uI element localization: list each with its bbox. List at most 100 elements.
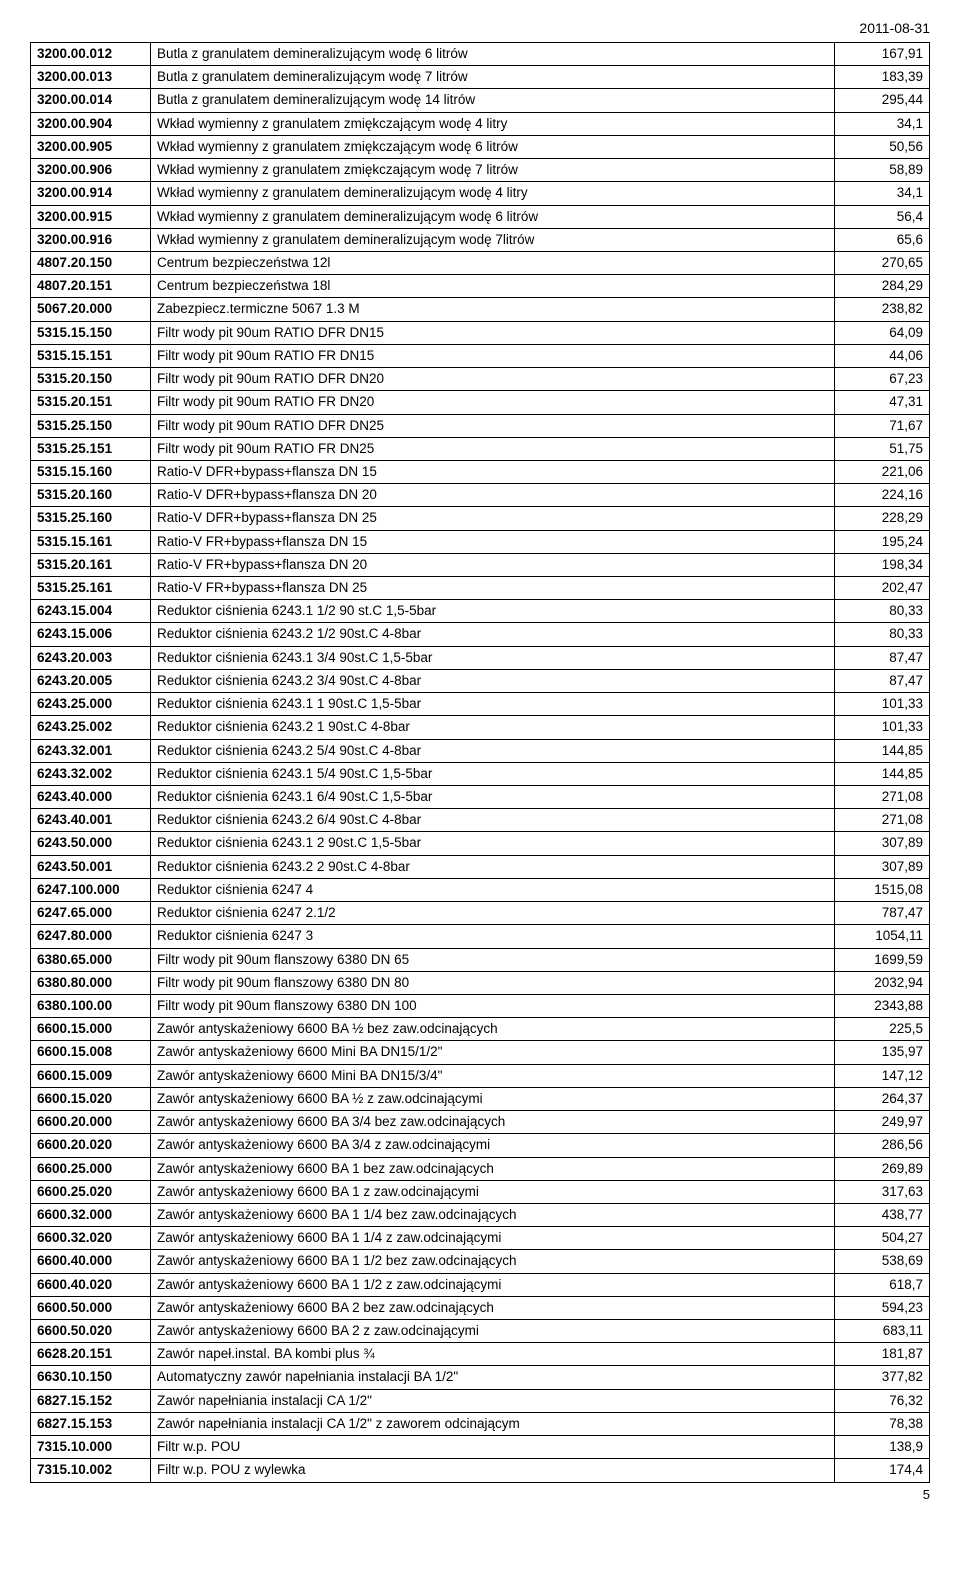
- table-row: 6600.40.000Zawór antyskażeniowy 6600 BA …: [31, 1250, 930, 1273]
- table-row: 6247.80.000Reduktor ciśnienia 6247 31054…: [31, 925, 930, 948]
- code-cell: 6243.40.001: [31, 809, 151, 832]
- table-row: 6247.65.000Reduktor ciśnienia 6247 2.1/2…: [31, 902, 930, 925]
- table-row: 6600.15.000Zawór antyskażeniowy 6600 BA …: [31, 1018, 930, 1041]
- code-cell: 5315.25.150: [31, 414, 151, 437]
- table-row: 5315.20.150Filtr wody pit 90um RATIO DFR…: [31, 368, 930, 391]
- desc-cell: Reduktor ciśnienia 6243.2 5/4 90st.C 4-8…: [151, 739, 835, 762]
- code-cell: 3200.00.014: [31, 89, 151, 112]
- desc-cell: Wkład wymienny z granulatem demineralizu…: [151, 205, 835, 228]
- code-cell: 6243.50.001: [31, 855, 151, 878]
- value-cell: 683,11: [835, 1320, 930, 1343]
- value-cell: 224,16: [835, 484, 930, 507]
- code-cell: 5067.20.000: [31, 298, 151, 321]
- table-row: 5315.25.151Filtr wody pit 90um RATIO FR …: [31, 437, 930, 460]
- value-cell: 284,29: [835, 275, 930, 298]
- desc-cell: Zawór antyskażeniowy 6600 BA 1 bez zaw.o…: [151, 1157, 835, 1180]
- value-cell: 147,12: [835, 1064, 930, 1087]
- code-cell: 6600.25.020: [31, 1180, 151, 1203]
- table-row: 5315.25.160Ratio-V DFR+bypass+flansza DN…: [31, 507, 930, 530]
- code-cell: 5315.20.150: [31, 368, 151, 391]
- desc-cell: Centrum bezpieczeństwa 18l: [151, 275, 835, 298]
- code-cell: 6243.20.003: [31, 646, 151, 669]
- code-cell: 5315.25.151: [31, 437, 151, 460]
- value-cell: 80,33: [835, 623, 930, 646]
- code-cell: 5315.20.161: [31, 553, 151, 576]
- table-row: 4807.20.151Centrum bezpieczeństwa 18l284…: [31, 275, 930, 298]
- code-cell: 5315.15.151: [31, 344, 151, 367]
- table-row: 6600.32.000Zawór antyskażeniowy 6600 BA …: [31, 1203, 930, 1226]
- desc-cell: Reduktor ciśnienia 6243.1 1 90st.C 1,5-5…: [151, 693, 835, 716]
- code-cell: 6600.32.000: [31, 1203, 151, 1226]
- code-cell: 6243.15.004: [31, 600, 151, 623]
- table-row: 5315.25.161Ratio-V FR+bypass+flansza DN …: [31, 577, 930, 600]
- desc-cell: Wkład wymienny z granulatem demineralizu…: [151, 228, 835, 251]
- code-cell: 3200.00.013: [31, 66, 151, 89]
- desc-cell: Reduktor ciśnienia 6243.2 1/2 90st.C 4-8…: [151, 623, 835, 646]
- code-cell: 3200.00.906: [31, 159, 151, 182]
- code-cell: 6600.50.000: [31, 1296, 151, 1319]
- table-row: 5315.25.150Filtr wody pit 90um RATIO DFR…: [31, 414, 930, 437]
- desc-cell: Reduktor ciśnienia 6243.1 6/4 90st.C 1,5…: [151, 786, 835, 809]
- table-row: 6243.15.006Reduktor ciśnienia 6243.2 1/2…: [31, 623, 930, 646]
- desc-cell: Zawór antyskażeniowy 6600 BA ½ bez zaw.o…: [151, 1018, 835, 1041]
- desc-cell: Reduktor ciśnienia 6243.2 6/4 90st.C 4-8…: [151, 809, 835, 832]
- code-cell: 5315.15.150: [31, 321, 151, 344]
- code-cell: 6600.50.020: [31, 1320, 151, 1343]
- code-cell: 6247.80.000: [31, 925, 151, 948]
- value-cell: 34,1: [835, 182, 930, 205]
- table-row: 6628.20.151Zawór napeł.instal. BA kombi …: [31, 1343, 930, 1366]
- value-cell: 101,33: [835, 693, 930, 716]
- desc-cell: Zawór antyskażeniowy 6600 Mini BA DN15/3…: [151, 1064, 835, 1087]
- page-number: 5: [30, 1487, 930, 1502]
- desc-cell: Reduktor ciśnienia 6247 2.1/2: [151, 902, 835, 925]
- value-cell: 101,33: [835, 716, 930, 739]
- desc-cell: Filtr w.p. POU: [151, 1436, 835, 1459]
- desc-cell: Reduktor ciśnienia 6247 4: [151, 878, 835, 901]
- desc-cell: Zawór antyskażeniowy 6600 BA 3/4 z zaw.o…: [151, 1134, 835, 1157]
- table-row: 6243.50.000Reduktor ciśnienia 6243.1 2 9…: [31, 832, 930, 855]
- code-cell: 3200.00.916: [31, 228, 151, 251]
- code-cell: 6380.80.000: [31, 971, 151, 994]
- code-cell: 6827.15.153: [31, 1412, 151, 1435]
- value-cell: 271,08: [835, 809, 930, 832]
- value-cell: 307,89: [835, 832, 930, 855]
- desc-cell: Ratio-V DFR+bypass+flansza DN 20: [151, 484, 835, 507]
- value-cell: 65,6: [835, 228, 930, 251]
- value-cell: 87,47: [835, 669, 930, 692]
- desc-cell: Automatyczny zawór napełniania instalacj…: [151, 1366, 835, 1389]
- code-cell: 6247.65.000: [31, 902, 151, 925]
- table-row: 6243.32.001Reduktor ciśnienia 6243.2 5/4…: [31, 739, 930, 762]
- value-cell: 504,27: [835, 1227, 930, 1250]
- code-cell: 3200.00.905: [31, 135, 151, 158]
- value-cell: 271,08: [835, 786, 930, 809]
- table-row: 6600.50.020Zawór antyskażeniowy 6600 BA …: [31, 1320, 930, 1343]
- desc-cell: Zawór napeł.instal. BA kombi plus ¾: [151, 1343, 835, 1366]
- desc-cell: Butla z granulatem demineralizującym wod…: [151, 43, 835, 66]
- value-cell: 181,87: [835, 1343, 930, 1366]
- value-cell: 34,1: [835, 112, 930, 135]
- table-row: 6243.32.002Reduktor ciśnienia 6243.1 5/4…: [31, 762, 930, 785]
- code-cell: 6243.25.000: [31, 693, 151, 716]
- value-cell: 221,06: [835, 460, 930, 483]
- table-row: 5067.20.000Zabezpiecz.termiczne 5067 1.3…: [31, 298, 930, 321]
- desc-cell: Zawór antyskażeniowy 6600 BA ½ z zaw.odc…: [151, 1087, 835, 1110]
- code-cell: 6600.15.009: [31, 1064, 151, 1087]
- value-cell: 167,91: [835, 43, 930, 66]
- value-cell: 44,06: [835, 344, 930, 367]
- table-row: 6827.15.153Zawór napełniania instalacji …: [31, 1412, 930, 1435]
- table-row: 6600.15.020Zawór antyskażeniowy 6600 BA …: [31, 1087, 930, 1110]
- table-row: 6600.15.009Zawór antyskażeniowy 6600 Min…: [31, 1064, 930, 1087]
- desc-cell: Zawór napełniania instalacji CA 1/2" z z…: [151, 1412, 835, 1435]
- code-cell: 5315.25.160: [31, 507, 151, 530]
- value-cell: 78,38: [835, 1412, 930, 1435]
- desc-cell: Reduktor ciśnienia 6243.2 2 90st.C 4-8ba…: [151, 855, 835, 878]
- value-cell: 2032,94: [835, 971, 930, 994]
- code-cell: 6600.20.000: [31, 1111, 151, 1134]
- table-row: 6600.32.020Zawór antyskażeniowy 6600 BA …: [31, 1227, 930, 1250]
- code-cell: 6600.32.020: [31, 1227, 151, 1250]
- value-cell: 144,85: [835, 762, 930, 785]
- desc-cell: Reduktor ciśnienia 6243.2 1 90st.C 4-8ba…: [151, 716, 835, 739]
- code-cell: 6600.20.020: [31, 1134, 151, 1157]
- table-row: 6243.20.003Reduktor ciśnienia 6243.1 3/4…: [31, 646, 930, 669]
- value-cell: 50,56: [835, 135, 930, 158]
